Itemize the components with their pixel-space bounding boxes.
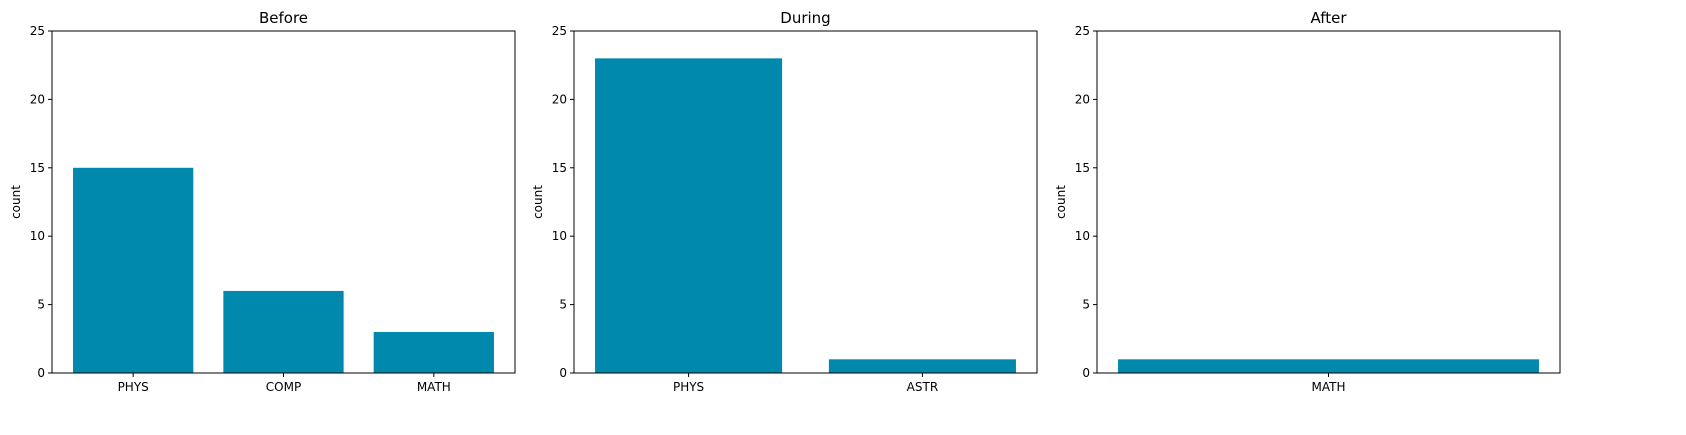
y-tick-label: 10 [552,229,567,243]
y-tick-label: 20 [552,92,567,106]
chart-title: During [780,9,830,27]
x-tick-label: COMP [266,380,301,394]
x-tick-label: MATH [417,380,451,394]
x-tick-label: PHYS [118,380,149,394]
y-tick-label: 15 [552,161,567,175]
y-tick-label: 10 [30,229,45,243]
y-axis-label: count [531,185,545,219]
y-tick-label: 25 [552,24,567,38]
axes-frame [573,30,1038,374]
y-tick-label: 10 [1075,229,1090,243]
y-tick-label: 0 [1082,366,1090,380]
bar-phys [595,58,783,374]
bar-math [1118,359,1539,373]
x-tick-label: MATH [1312,380,1346,394]
y-tick-label: 25 [30,24,45,38]
y-tick-label: 15 [1075,161,1090,175]
bar-math [373,331,494,373]
chart-panel-after: 0 5 10 15 20 25 MATH After count [1054,9,1561,394]
bar-astr [828,359,1016,373]
chart-title: After [1310,9,1347,27]
chart-panel-during: 0 5 10 15 20 25 PHYS ASTR During count [531,9,1038,394]
bar-comp [223,290,344,373]
y-tick-label: 0 [559,366,567,380]
y-axis-label: count [9,185,23,219]
y-tick-label: 20 [1075,92,1090,106]
y-tick-label: 20 [30,92,45,106]
y-tick-label: 5 [1082,298,1090,312]
chart-title: Before [259,9,308,27]
x-tick-label: ASTR [907,380,939,394]
y-tick-label: 25 [1075,24,1090,38]
axes-frame [1096,30,1561,374]
y-tick-label: 5 [559,298,567,312]
y-axis-label: count [1054,185,1068,219]
y-tick-label: 5 [37,298,45,312]
y-tick-label: 0 [37,366,45,380]
x-tick-label: PHYS [673,380,704,394]
y-tick-label: 15 [30,161,45,175]
bar-phys [73,167,194,373]
chart-panel-before: 0 5 10 15 20 25 PHYS COMP MATH Before count [9,9,516,394]
